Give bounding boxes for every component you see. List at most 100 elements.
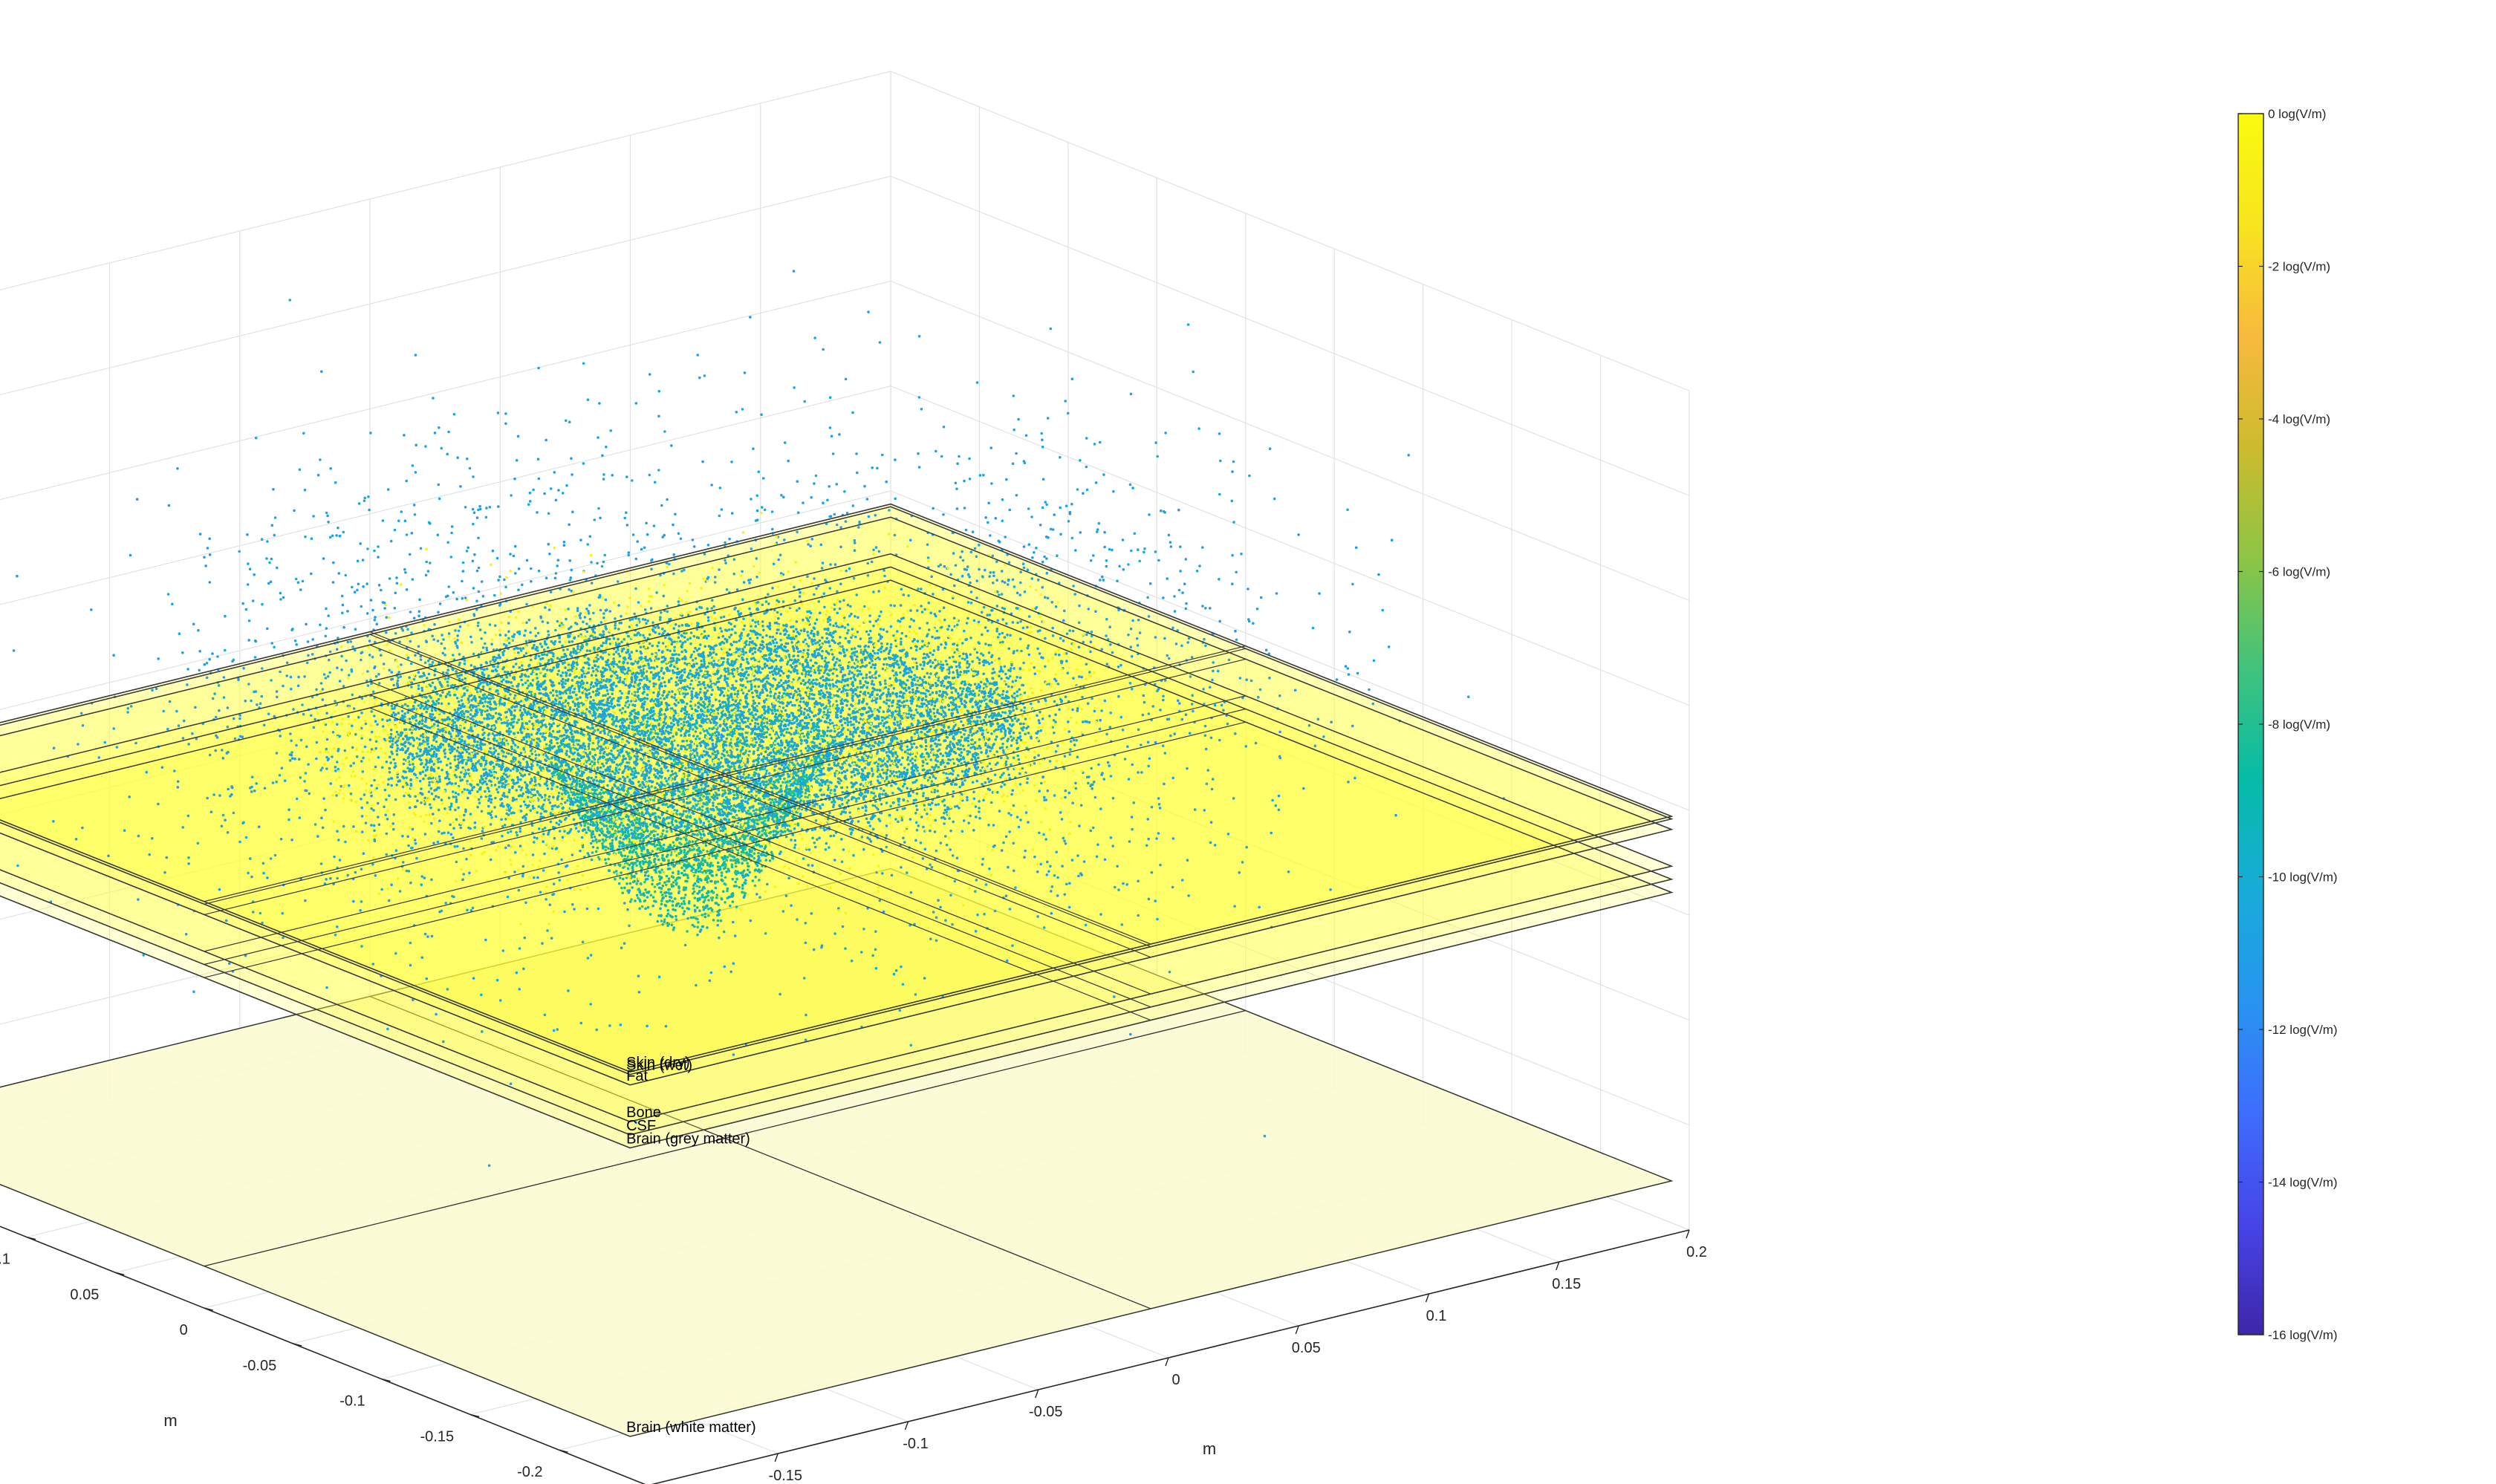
data-point bbox=[493, 806, 496, 809]
data-point bbox=[675, 820, 678, 823]
data-point bbox=[727, 842, 729, 845]
data-point bbox=[619, 709, 622, 712]
grid-line bbox=[890, 385, 1690, 706]
data-point bbox=[772, 673, 775, 676]
data-point bbox=[674, 879, 677, 882]
data-point bbox=[651, 896, 655, 899]
data-point bbox=[730, 643, 733, 647]
data-point bbox=[900, 617, 903, 620]
data-point bbox=[698, 807, 701, 810]
data-point bbox=[816, 737, 819, 740]
data-point bbox=[855, 788, 858, 791]
data-point bbox=[428, 803, 432, 806]
data-point bbox=[479, 689, 482, 693]
data-point bbox=[675, 882, 678, 885]
data-point bbox=[653, 773, 656, 776]
data-point bbox=[625, 882, 628, 885]
data-point bbox=[710, 899, 714, 902]
data-point bbox=[669, 914, 672, 917]
data-point bbox=[792, 794, 795, 798]
data-point bbox=[562, 648, 565, 652]
data-point bbox=[787, 764, 790, 767]
data-point bbox=[625, 729, 628, 732]
data-point bbox=[593, 748, 596, 751]
data-point bbox=[692, 863, 695, 867]
data-point bbox=[607, 847, 610, 850]
data-point bbox=[1023, 691, 1027, 694]
data-point bbox=[402, 762, 406, 766]
data-point bbox=[690, 824, 693, 827]
data-point bbox=[696, 925, 699, 928]
data-point bbox=[622, 755, 625, 758]
data-point bbox=[713, 827, 717, 831]
data-point bbox=[890, 784, 893, 787]
data-point bbox=[544, 723, 547, 726]
data-point bbox=[849, 717, 853, 720]
data-point bbox=[680, 902, 683, 905]
data-point bbox=[606, 784, 609, 787]
data-point bbox=[720, 657, 724, 660]
data-point bbox=[720, 616, 723, 619]
data-point bbox=[793, 703, 796, 707]
data-point bbox=[661, 627, 664, 631]
data-point bbox=[769, 801, 773, 804]
data-point bbox=[693, 818, 697, 821]
data-point bbox=[391, 752, 394, 755]
data-point bbox=[844, 721, 847, 725]
data-point bbox=[708, 869, 712, 872]
data-point bbox=[753, 884, 757, 888]
data-point bbox=[594, 753, 597, 757]
data-point bbox=[891, 699, 895, 703]
data-point bbox=[720, 874, 724, 877]
data-point bbox=[979, 680, 983, 684]
data-point bbox=[594, 775, 598, 778]
data-point bbox=[718, 809, 721, 812]
data-point bbox=[688, 847, 692, 850]
data-point bbox=[446, 668, 449, 671]
data-point bbox=[620, 853, 623, 856]
data-point bbox=[665, 726, 669, 729]
data-point bbox=[685, 839, 688, 842]
data-point bbox=[526, 686, 529, 690]
data-point bbox=[620, 886, 623, 890]
data-point bbox=[768, 635, 772, 639]
data-point bbox=[675, 918, 678, 921]
data-point bbox=[481, 830, 484, 833]
data-point bbox=[481, 685, 485, 689]
data-point bbox=[628, 850, 632, 853]
data-point bbox=[663, 918, 666, 921]
data-point bbox=[660, 914, 663, 917]
data-point bbox=[557, 791, 561, 795]
data-point bbox=[506, 795, 509, 798]
data-point bbox=[651, 850, 654, 853]
data-point bbox=[552, 666, 556, 669]
data-point bbox=[686, 876, 689, 879]
data-point bbox=[703, 729, 706, 733]
data-point bbox=[731, 892, 735, 895]
data-point bbox=[937, 679, 940, 682]
data-point bbox=[578, 793, 581, 795]
data-point bbox=[727, 869, 731, 873]
data-point bbox=[699, 878, 702, 881]
data-point bbox=[723, 789, 727, 793]
data-point bbox=[796, 671, 799, 675]
data-point bbox=[809, 631, 813, 635]
data-point bbox=[647, 760, 650, 763]
data-point bbox=[836, 716, 839, 719]
data-point bbox=[870, 665, 873, 669]
data-point bbox=[703, 860, 706, 864]
data-point bbox=[677, 886, 680, 890]
data-point bbox=[500, 721, 504, 725]
data-point bbox=[611, 787, 614, 790]
data-point bbox=[741, 862, 744, 865]
data-point bbox=[889, 625, 893, 628]
data-point bbox=[524, 640, 528, 643]
data-point bbox=[536, 649, 539, 652]
data-point bbox=[496, 790, 500, 794]
data-point bbox=[665, 874, 669, 878]
data-point bbox=[458, 775, 461, 779]
data-point bbox=[757, 851, 760, 855]
data-point bbox=[635, 894, 639, 897]
data-point bbox=[604, 848, 607, 852]
data-point bbox=[395, 784, 398, 787]
